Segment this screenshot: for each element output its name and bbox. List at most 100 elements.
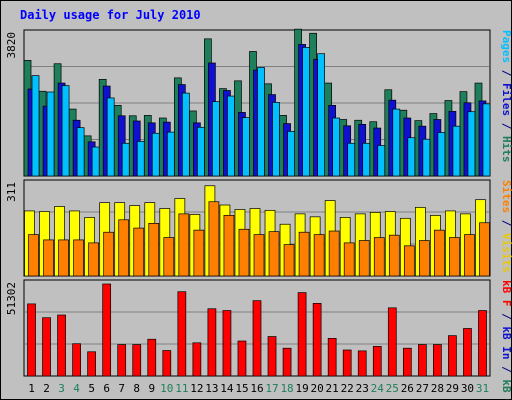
right-label-middle: Sites / Visits xyxy=(500,180,512,273)
bar-kb-f-day-15 xyxy=(237,340,247,377)
bar-kb-f-day-14 xyxy=(222,310,232,377)
x-tick-label: 5 xyxy=(88,382,95,395)
panels-group: 3820 311 51302 xyxy=(5,28,491,377)
bar-sites-day-24 xyxy=(373,237,385,277)
bar-sites-day-8 xyxy=(133,227,145,277)
right-label-part: Pages xyxy=(500,30,512,63)
bar-kb-f-day-11 xyxy=(177,291,187,377)
x-tick-label: 21 xyxy=(326,382,339,395)
bar-kb-f-day-30 xyxy=(463,328,472,377)
x-tick-label: 1 xyxy=(28,382,35,395)
x-tick-label: 10 xyxy=(160,382,173,395)
bar-sites-day-18 xyxy=(283,244,295,277)
bar-pages-day-20 xyxy=(317,53,325,177)
bar-sites-day-6 xyxy=(103,231,115,277)
x-tick-label: 7 xyxy=(118,382,125,395)
bar-pages-day-22 xyxy=(347,142,356,177)
bar-kb-f-day-7 xyxy=(117,344,127,377)
x-tick-label: 28 xyxy=(431,382,444,395)
bar-pages-day-27 xyxy=(422,138,431,177)
x-tick-label: 11 xyxy=(175,382,188,395)
bar-pages-day-25 xyxy=(392,108,401,177)
x-axis-labels: 1 2 3 4 5 6 7 8 9 10 11 12 13 14 15 16 17 18 19 20 21 22 23 24 2… xyxy=(28,382,489,395)
bar-kb-f-day-29 xyxy=(448,335,457,377)
bar-sites-day-23 xyxy=(358,240,370,277)
bar-pages-day-17 xyxy=(272,102,280,177)
x-tick-label: 23 xyxy=(356,382,369,395)
bar-pages-day-4 xyxy=(76,127,85,177)
x-tick-label: 27 xyxy=(416,382,429,395)
bar-sites-day-30 xyxy=(464,234,475,277)
bar-sites-day-26 xyxy=(403,245,415,277)
bar-pages-day-18 xyxy=(287,131,295,177)
right-label-part: Visits xyxy=(500,233,512,273)
bar-sites-day-28 xyxy=(434,229,445,277)
bar-sites-day-17 xyxy=(268,231,280,277)
bar-sites-day-12 xyxy=(193,229,205,277)
x-tick-label: 8 xyxy=(133,382,140,395)
bar-pages-day-7 xyxy=(121,142,130,177)
bar-kb-f-day-2 xyxy=(42,317,51,377)
bar-kb-f-day-8 xyxy=(132,344,142,377)
right-label-part: / xyxy=(500,360,512,380)
bar-kb-f-day-1 xyxy=(27,303,36,377)
x-tick-label: 12 xyxy=(190,382,203,395)
bar-sites-day-10 xyxy=(163,237,175,277)
bar-pages-day-10 xyxy=(166,131,175,177)
bar-pages-day-24 xyxy=(377,145,386,177)
bar-kb-f-day-28 xyxy=(433,344,442,377)
bar-pages-day-13 xyxy=(212,101,220,177)
bar-sites-day-27 xyxy=(419,240,430,277)
x-tick-label: 15 xyxy=(235,382,248,395)
bar-sites-day-2 xyxy=(43,239,54,277)
right-label-bottom: kB F / kB In / kB Out xyxy=(500,280,512,400)
ymax-label-kbin-kbout-kbf: 51302 xyxy=(5,282,18,315)
bar-kb-f-day-24 xyxy=(372,346,382,377)
x-tick-label: 17 xyxy=(265,382,278,395)
ymax-label-hits-files-pages: 3820 xyxy=(5,32,18,59)
bar-sites-day-29 xyxy=(449,237,460,277)
bar-sites-day-11 xyxy=(178,213,190,277)
bar-sites-day-25 xyxy=(388,234,400,277)
x-tick-label: 16 xyxy=(250,382,263,395)
bar-sites-day-22 xyxy=(343,242,355,277)
x-tick-label: 6 xyxy=(103,382,110,395)
bar-pages-day-5 xyxy=(91,146,100,177)
bar-pages-day-30 xyxy=(467,111,476,177)
bar-pages-day-28 xyxy=(437,132,446,177)
bar-kb-f-day-17 xyxy=(267,336,277,377)
bar-pages-day-23 xyxy=(362,142,371,177)
x-tick-label: 4 xyxy=(73,382,80,395)
right-label-part: / xyxy=(500,307,512,327)
x-tick-label: 30 xyxy=(461,382,474,395)
bar-kb-f-day-18 xyxy=(282,347,292,377)
right-label-part: Sites xyxy=(500,180,512,213)
bar-pages-day-6 xyxy=(106,97,115,177)
x-tick-label: 22 xyxy=(341,382,354,395)
bar-pages-day-2 xyxy=(46,91,55,177)
bar-pages-day-12 xyxy=(197,126,205,177)
bar-kb-f-day-25 xyxy=(387,307,397,377)
right-label-part: / xyxy=(500,63,512,83)
x-tick-label: 24 xyxy=(371,382,385,395)
bar-sites-day-1 xyxy=(28,234,39,277)
bar-sites-day-13 xyxy=(208,201,220,277)
bar-sites-day-3 xyxy=(58,239,69,277)
bar-kb-f-day-16 xyxy=(252,300,262,377)
bar-pages-day-26 xyxy=(407,137,416,177)
bar-sites-day-31 xyxy=(479,222,490,277)
bar-sites-day-15 xyxy=(238,228,250,277)
x-tick-label: 20 xyxy=(311,382,324,395)
x-tick-label: 14 xyxy=(220,382,234,395)
right-series-labels: Pages / Files / Hits Sites / Visits kB F /… xyxy=(500,30,512,400)
bar-kb-f-day-26 xyxy=(402,347,412,377)
bar-sites-day-9 xyxy=(148,222,160,277)
x-tick-label: 26 xyxy=(401,382,414,395)
ymax-label-visits-sites: 311 xyxy=(5,182,18,202)
x-tick-label: 19 xyxy=(295,382,308,395)
bar-pages-day-1 xyxy=(31,75,40,177)
bar-kb-f-day-9 xyxy=(147,338,157,377)
bar-sites-day-4 xyxy=(73,239,84,277)
